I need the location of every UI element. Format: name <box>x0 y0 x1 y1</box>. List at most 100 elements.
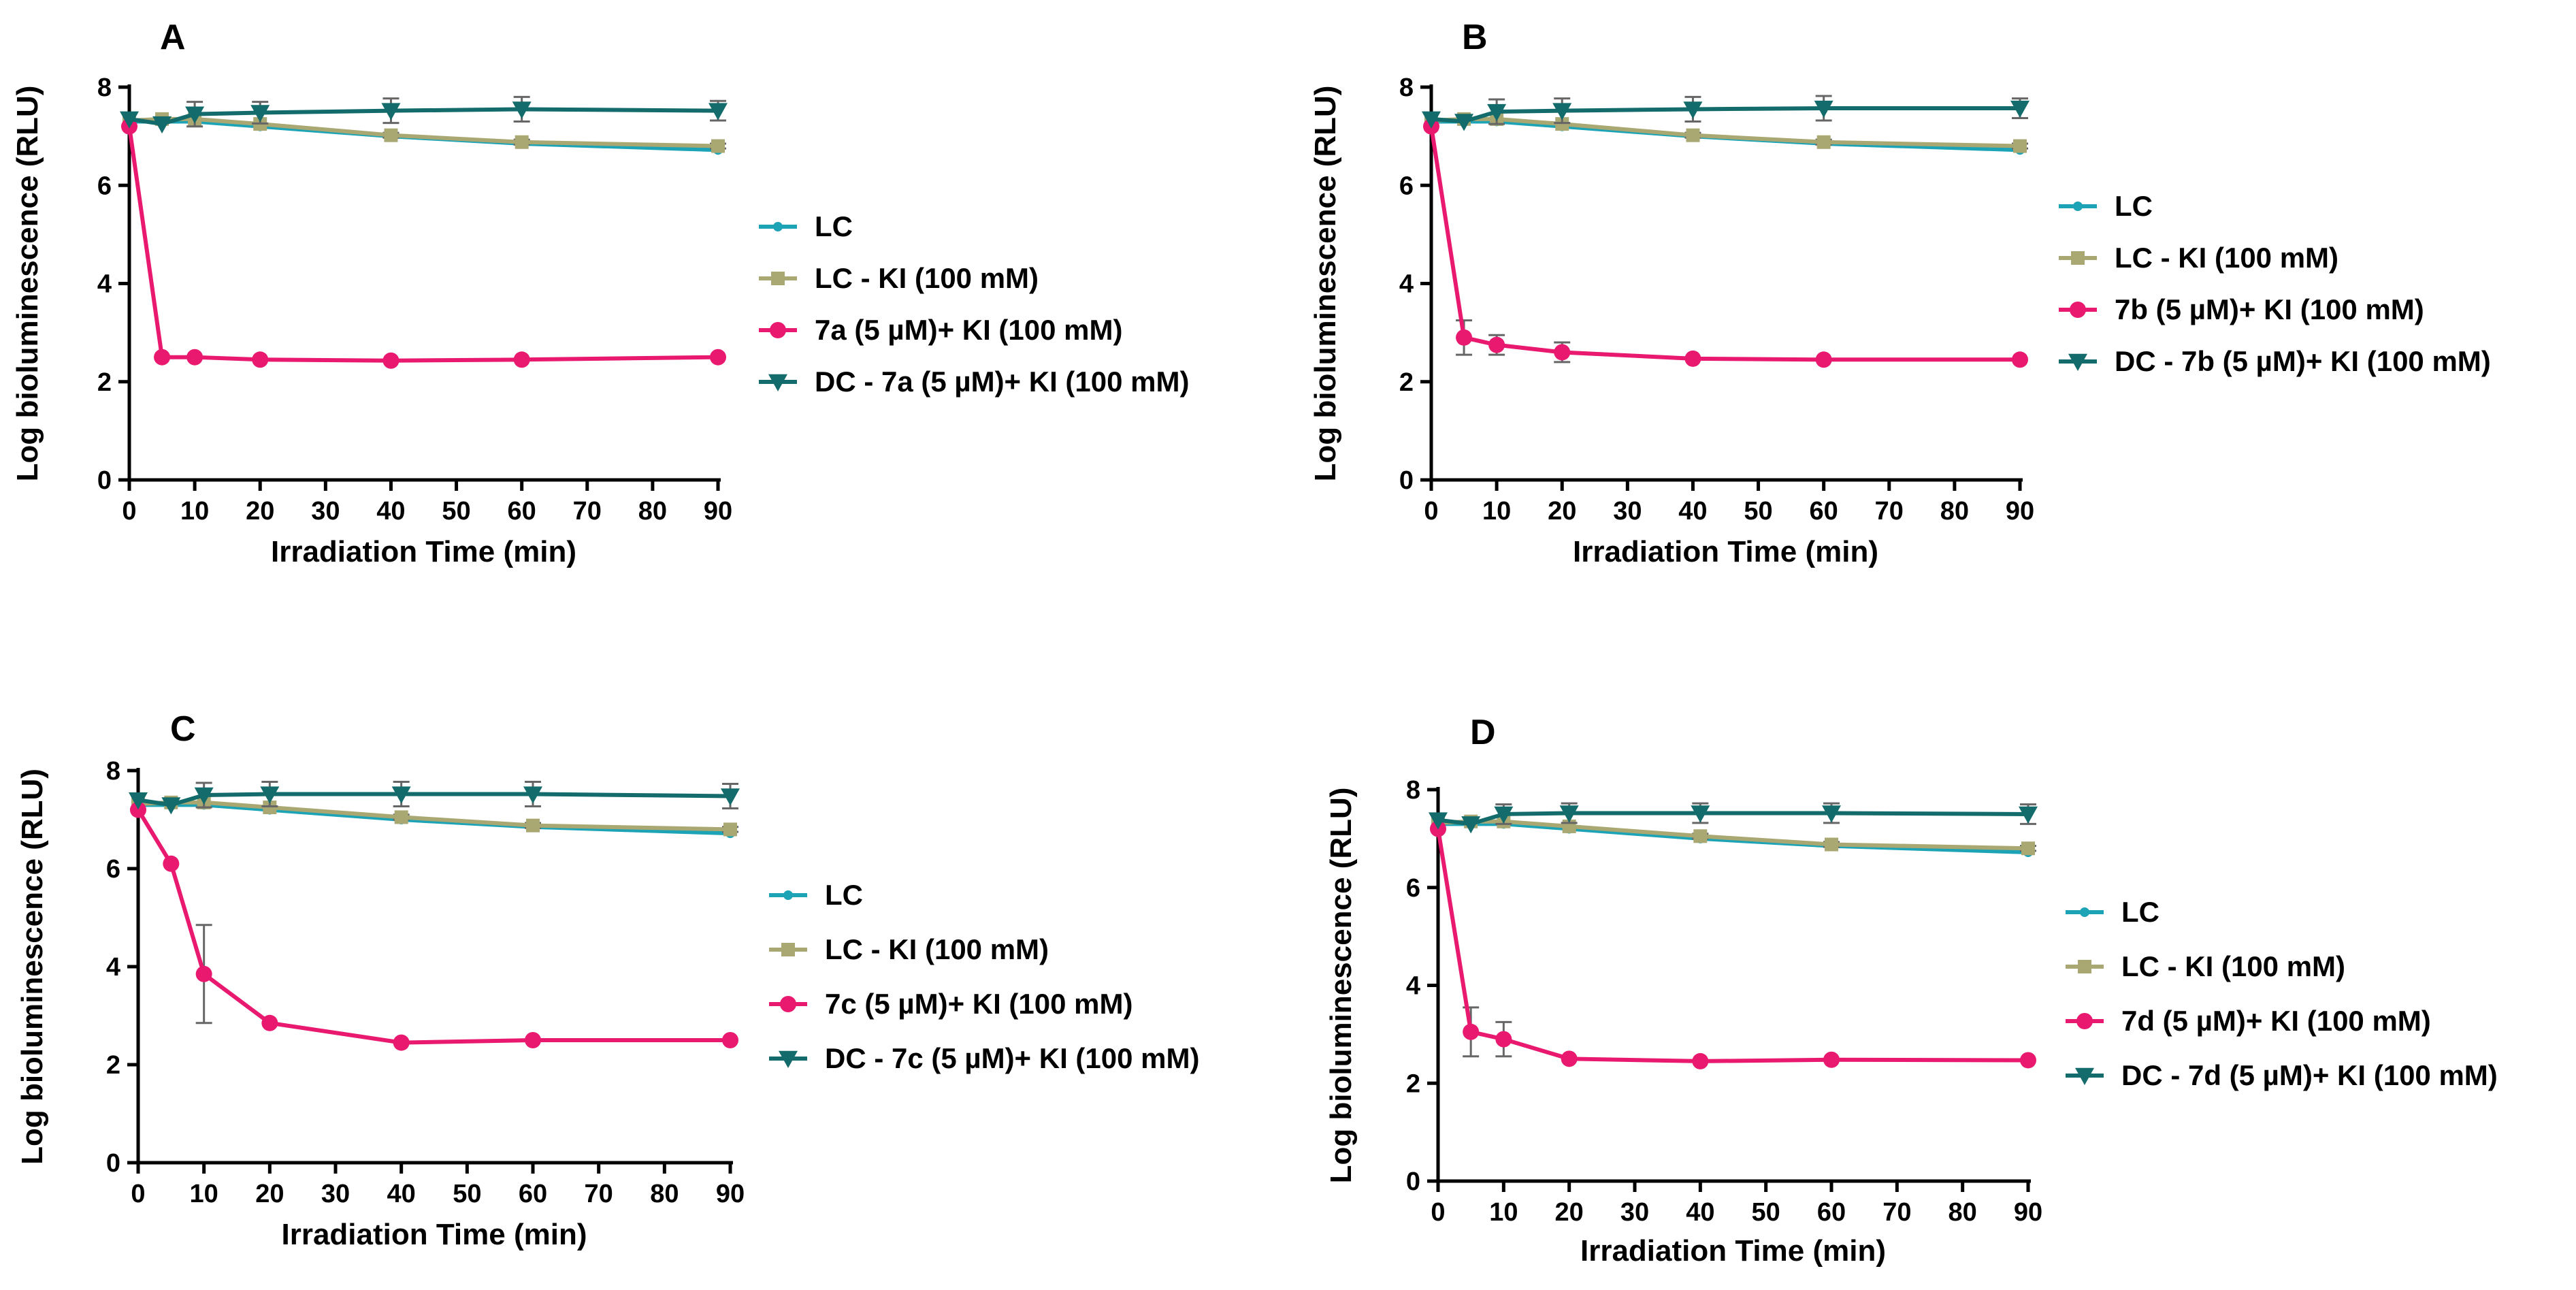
data-point <box>154 349 171 366</box>
x-axis-title: Irradiation Time (min) <box>1573 535 1878 568</box>
y-axis-title: Log bioluminescence (RLU) <box>1309 86 1342 482</box>
data-point <box>710 349 726 366</box>
y-tick-label: 4 <box>106 953 120 982</box>
series-ps <box>1430 820 2036 1069</box>
y-tick-label: 8 <box>1406 776 1420 805</box>
y-axis-title: Log bioluminescence (RLU) <box>11 86 44 482</box>
x-tick-label: 30 <box>1613 497 1642 526</box>
data-point <box>722 1032 738 1048</box>
data-point <box>1552 103 1572 120</box>
legend-entry: 7c (5 µM)+ KI (100 mM) <box>769 988 1132 1020</box>
legend-marker <box>768 374 787 391</box>
x-tick-label: 50 <box>1752 1198 1780 1227</box>
x-tick-label: 70 <box>585 1180 613 1208</box>
legend-label: LC <box>815 210 853 242</box>
legend-entry: 7b (5 µM)+ KI (100 mM) <box>2059 293 2424 325</box>
data-point <box>120 111 139 129</box>
data-point <box>2010 100 2029 118</box>
panel-letter: C <box>170 709 196 749</box>
legend-entry: LC - KI (100 mM) <box>759 262 1039 294</box>
legend-entry: LC <box>759 210 853 242</box>
series-line <box>136 809 730 1045</box>
data-point <box>1488 336 1505 353</box>
data-point <box>382 352 400 369</box>
legend-entry: LC - KI (100 mM) <box>2066 950 2345 982</box>
x-tick-label: 60 <box>1817 1198 1846 1227</box>
y-tick-label: 6 <box>1406 874 1420 903</box>
x-tick-label: 30 <box>311 497 340 526</box>
data-point <box>721 788 740 806</box>
legend-entry: LC - KI (100 mM) <box>769 933 1049 965</box>
legend-marker <box>2078 960 2091 973</box>
data-point <box>526 818 540 833</box>
x-tick-label: 40 <box>376 497 405 526</box>
data-point <box>1487 103 1507 122</box>
x-tick-label: 50 <box>453 1180 481 1208</box>
series-dc <box>1429 802 2038 834</box>
legend-marker <box>779 1050 798 1068</box>
y-tick-label: 6 <box>1399 172 1414 200</box>
data-point <box>252 351 269 368</box>
y-axis-title: Log bioluminescence (RLU) <box>1324 788 1358 1184</box>
data-point <box>2020 1052 2036 1069</box>
legend-entry: DC - 7b (5 µM)+ KI (100 mM) <box>2059 345 2491 377</box>
y-tick-label: 4 <box>1406 972 1420 1001</box>
y-tick-label: 6 <box>106 855 120 884</box>
legend-marker <box>2073 201 2083 211</box>
data-point <box>1823 1051 1840 1068</box>
legend-marker <box>2068 353 2087 371</box>
legend-label: DC - 7b (5 µM)+ KI (100 mM) <box>2115 345 2491 377</box>
y-tick-label: 6 <box>97 172 112 200</box>
data-point <box>2012 351 2028 368</box>
y-tick-label: 0 <box>97 466 112 495</box>
data-point <box>2019 806 2038 824</box>
x-tick-label: 40 <box>1678 497 1707 526</box>
data-point <box>163 855 180 872</box>
x-axis-title: Irradiation Time (min) <box>281 1218 587 1251</box>
y-tick-label: 8 <box>1399 74 1414 102</box>
data-point <box>515 135 529 149</box>
x-tick-label: 0 <box>131 1180 145 1208</box>
data-point <box>1422 111 1441 129</box>
x-tick-label: 90 <box>704 497 732 526</box>
data-point <box>186 349 203 366</box>
legend-label: LC <box>825 879 863 911</box>
legend-label: 7b (5 µM)+ KI (100 mM) <box>2115 293 2424 325</box>
legend-label: DC - 7d (5 µM)+ KI (100 mM) <box>2121 1059 2498 1091</box>
x-tick-label: 70 <box>1875 497 1904 526</box>
data-point <box>1816 135 1831 149</box>
data-point <box>1684 350 1701 367</box>
data-point <box>525 1032 541 1048</box>
y-tick-label: 2 <box>97 368 112 397</box>
legend-entry: DC - 7a (5 µM)+ KI (100 mM) <box>759 366 1189 398</box>
y-tick-label: 0 <box>1406 1167 1420 1196</box>
legend-entry: DC - 7c (5 µM)+ KI (100 mM) <box>769 1042 1199 1074</box>
x-tick-label: 50 <box>442 497 470 526</box>
x-tick-label: 30 <box>1620 1198 1649 1227</box>
x-tick-label: 10 <box>1482 497 1511 526</box>
data-point <box>708 103 728 120</box>
y-tick-label: 2 <box>106 1051 120 1080</box>
x-tick-label: 80 <box>650 1180 679 1208</box>
legend-marker <box>771 272 785 285</box>
x-tick-label: 60 <box>1810 497 1838 526</box>
x-tick-label: 80 <box>638 497 667 526</box>
data-point <box>1686 128 1700 142</box>
legend-marker <box>773 222 783 231</box>
data-point <box>1494 806 1514 824</box>
data-point <box>2013 139 2027 153</box>
y-tick-label: 0 <box>1399 466 1414 495</box>
x-tick-label: 20 <box>1555 1198 1584 1227</box>
data-point <box>384 128 398 142</box>
data-point <box>161 797 181 815</box>
data-point <box>1691 805 1710 823</box>
data-point <box>381 103 401 120</box>
data-point <box>1429 812 1448 830</box>
y-axis-title: Log bioluminescence (RLU) <box>16 769 49 1165</box>
data-point <box>512 101 532 119</box>
data-point <box>1825 837 1838 852</box>
data-point <box>2021 841 2035 856</box>
data-point <box>1559 805 1579 823</box>
x-axis-title: Irradiation Time (min) <box>271 535 576 568</box>
legend-entry: LC - KI (100 mM) <box>2059 242 2338 274</box>
